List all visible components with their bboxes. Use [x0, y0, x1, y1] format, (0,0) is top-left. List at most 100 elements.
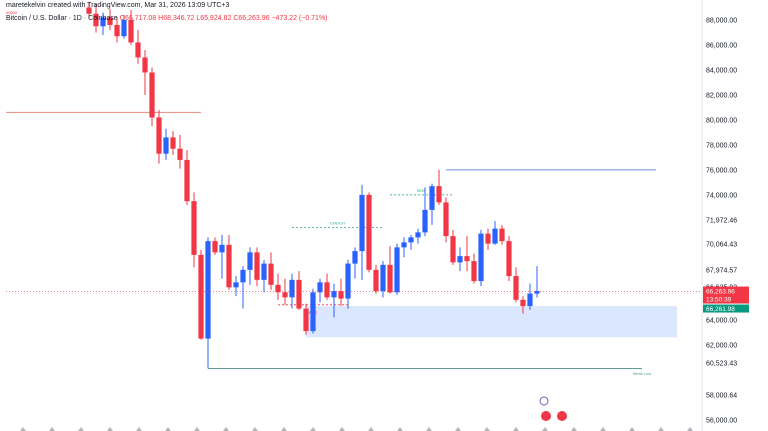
candle-body: [177, 148, 183, 160]
event-marker-icon: [513, 427, 519, 431]
candle-body: [478, 233, 484, 282]
structure-label: CHOCH: [330, 220, 345, 225]
open-value: O66,717.08: [119, 15, 157, 22]
price-tick-label: 67,974.57: [706, 268, 737, 275]
event-marker-icon: [629, 427, 635, 431]
flag-icon: [541, 411, 551, 421]
candle-body: [261, 263, 267, 280]
candle-body: [128, 19, 134, 43]
candle-body: [387, 264, 393, 293]
flag-icon: [557, 411, 567, 421]
candle-body: [513, 276, 519, 300]
candle-body: [436, 186, 442, 203]
candle-body: [86, 7, 92, 14]
candle-body: [156, 117, 162, 154]
event-marker-icon: [165, 427, 171, 431]
event-marker-icon: [455, 427, 461, 431]
candle-body: [422, 209, 428, 233]
candle-body: [324, 282, 330, 298]
price-tick-label: 84,000.00: [706, 67, 737, 74]
candle-body: [275, 284, 281, 293]
event-marker-icon: [281, 427, 287, 431]
event-marker-icon: [78, 427, 84, 431]
candle-body: [366, 194, 372, 270]
high-value: H68,346.72: [158, 15, 195, 22]
event-marker-icon: [687, 427, 693, 431]
candle-body: [506, 241, 512, 277]
event-marker-icon: [397, 427, 403, 431]
chart-credit: maretekelvin created with TradingView.co…: [6, 2, 230, 9]
price-tick-label: 78,000.00: [706, 142, 737, 149]
candle-body: [296, 279, 302, 309]
event-marker-icon: [571, 427, 577, 431]
price-tick-label: 62,000.00: [706, 342, 737, 349]
current-price-tag: [703, 286, 749, 304]
event-icon: [539, 396, 549, 406]
candle-body: [471, 261, 477, 282]
candle-body: [247, 252, 253, 270]
candle-body: [373, 269, 379, 292]
candle-body: [485, 233, 491, 244]
candle-body: [394, 247, 400, 293]
second-price-tag: [703, 304, 749, 313]
candle-body: [310, 292, 316, 332]
candle-body: [359, 194, 365, 252]
candle-body: [527, 293, 533, 307]
candle-body: [282, 292, 288, 298]
candle-body: [429, 186, 435, 210]
event-marker-icon: [658, 427, 664, 431]
second-price-value: 66,261.98: [706, 306, 735, 313]
event-marker-icon: [426, 427, 432, 431]
event-marker-icon: [339, 427, 345, 431]
price-tick-label: 56,000.00: [706, 417, 737, 424]
demand-zone: [306, 306, 677, 338]
candle-body: [233, 282, 239, 288]
candle-body: [240, 269, 246, 283]
candle-body: [534, 291, 540, 294]
price-tick-label: 76,000.00: [706, 167, 737, 174]
candle-body: [268, 263, 274, 285]
candle-body: [331, 291, 337, 298]
event-marker-icon: [368, 427, 374, 431]
price-tick-label: 82,000.00: [706, 92, 737, 99]
event-marker-icon: [223, 427, 229, 431]
candle-body: [401, 242, 407, 248]
candle-body: [163, 137, 169, 154]
price-tick-label: 70,064.43: [706, 242, 737, 249]
candle-body: [219, 244, 225, 253]
price-tick-label: 88,000.00: [706, 17, 737, 24]
candle-body: [415, 232, 421, 238]
structure-label: BOS: [417, 188, 426, 193]
candle-body: [338, 291, 344, 299]
candle-body: [450, 236, 456, 263]
candle-body: [198, 254, 204, 339]
event-marker-icon: [310, 427, 316, 431]
low-value: L65,924.82: [196, 15, 232, 22]
candle-body: [205, 241, 211, 339]
candle-body: [121, 19, 127, 37]
event-marker-icon: [252, 427, 258, 431]
candle-body: [520, 299, 526, 307]
candle-body: [100, 17, 106, 27]
event-marker-icon: [600, 427, 606, 431]
candle-body: [114, 24, 120, 37]
candle-body: [457, 256, 463, 263]
event-marker-icon: [20, 427, 26, 431]
countdown-timer: 13:50:39: [706, 297, 732, 304]
candle-body: [408, 237, 414, 243]
candle-body: [317, 282, 323, 293]
price-tick-label: 60,523.43: [706, 361, 737, 368]
change-value: −473.22 (−0.71%): [271, 15, 328, 22]
price-tick-label: 74,000.00: [706, 192, 737, 199]
event-marker-icon: [194, 427, 200, 431]
event-marker-icon: [136, 427, 142, 431]
ohlc-legend: Bitcoin / U.S. Dollar · 1D · Coinbase O6…: [6, 15, 328, 22]
close-value: C66,263.96: [233, 15, 270, 22]
price-tick-label: 64,000.00: [706, 317, 737, 324]
candle-body: [443, 202, 449, 237]
candle-body: [289, 279, 295, 298]
price-tick-label: 80,000.00: [706, 117, 737, 124]
event-marker-icon: [49, 427, 55, 431]
candle-body: [380, 264, 386, 292]
